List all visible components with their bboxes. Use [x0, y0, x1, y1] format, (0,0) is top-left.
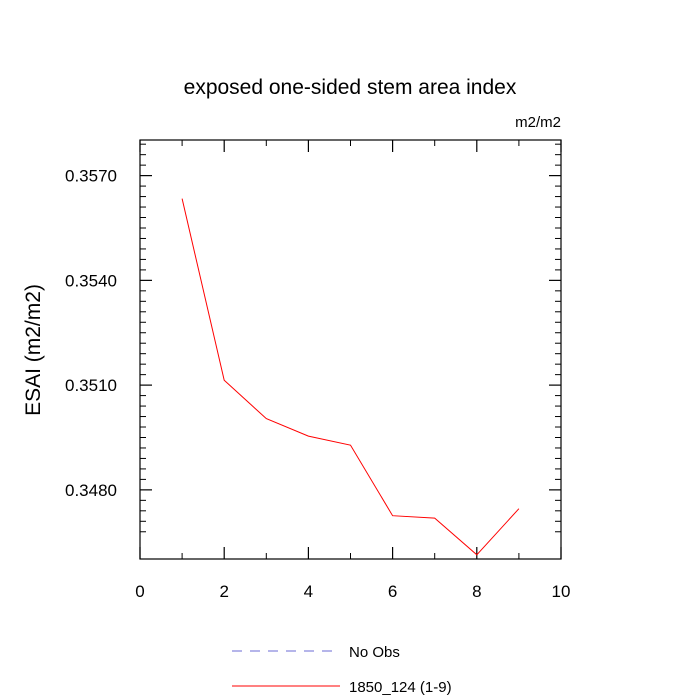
x-tick-label: 0: [135, 582, 144, 601]
y-tick-label: 0.3540: [65, 271, 117, 290]
y-tick-label: 0.3480: [65, 481, 117, 500]
series-lines: [181, 198, 520, 556]
y-axis-label: ESAI (m2/m2): [22, 284, 45, 416]
y-tick-label: 0.3510: [65, 376, 117, 395]
minor-ticks: [140, 140, 561, 559]
legend: No Obs 1850_124 (1-9): [232, 644, 452, 696]
x-tick-label: 2: [219, 582, 228, 601]
legend-label-1: 1850_124 (1-9): [349, 679, 452, 696]
tick-labels: 0 2 4 6 8 10 0.3480 0.3510 0.3540 0.3570: [65, 167, 570, 601]
legend-label-0: No Obs: [349, 644, 400, 661]
units-label: m2/m2: [515, 114, 561, 131]
x-tick-label: 6: [388, 582, 397, 601]
chart-title: exposed one-sided stem area index: [184, 76, 517, 99]
x-tick-label: 8: [472, 582, 481, 601]
series-line-1: [181, 198, 520, 556]
y-tick-label: 0.3570: [65, 167, 117, 186]
major-ticks: [139, 140, 562, 559]
x-tick-label: 10: [552, 582, 571, 601]
plot-frame: [139, 139, 562, 560]
plot-border: [139, 139, 562, 560]
x-tick-label: 4: [304, 582, 313, 601]
